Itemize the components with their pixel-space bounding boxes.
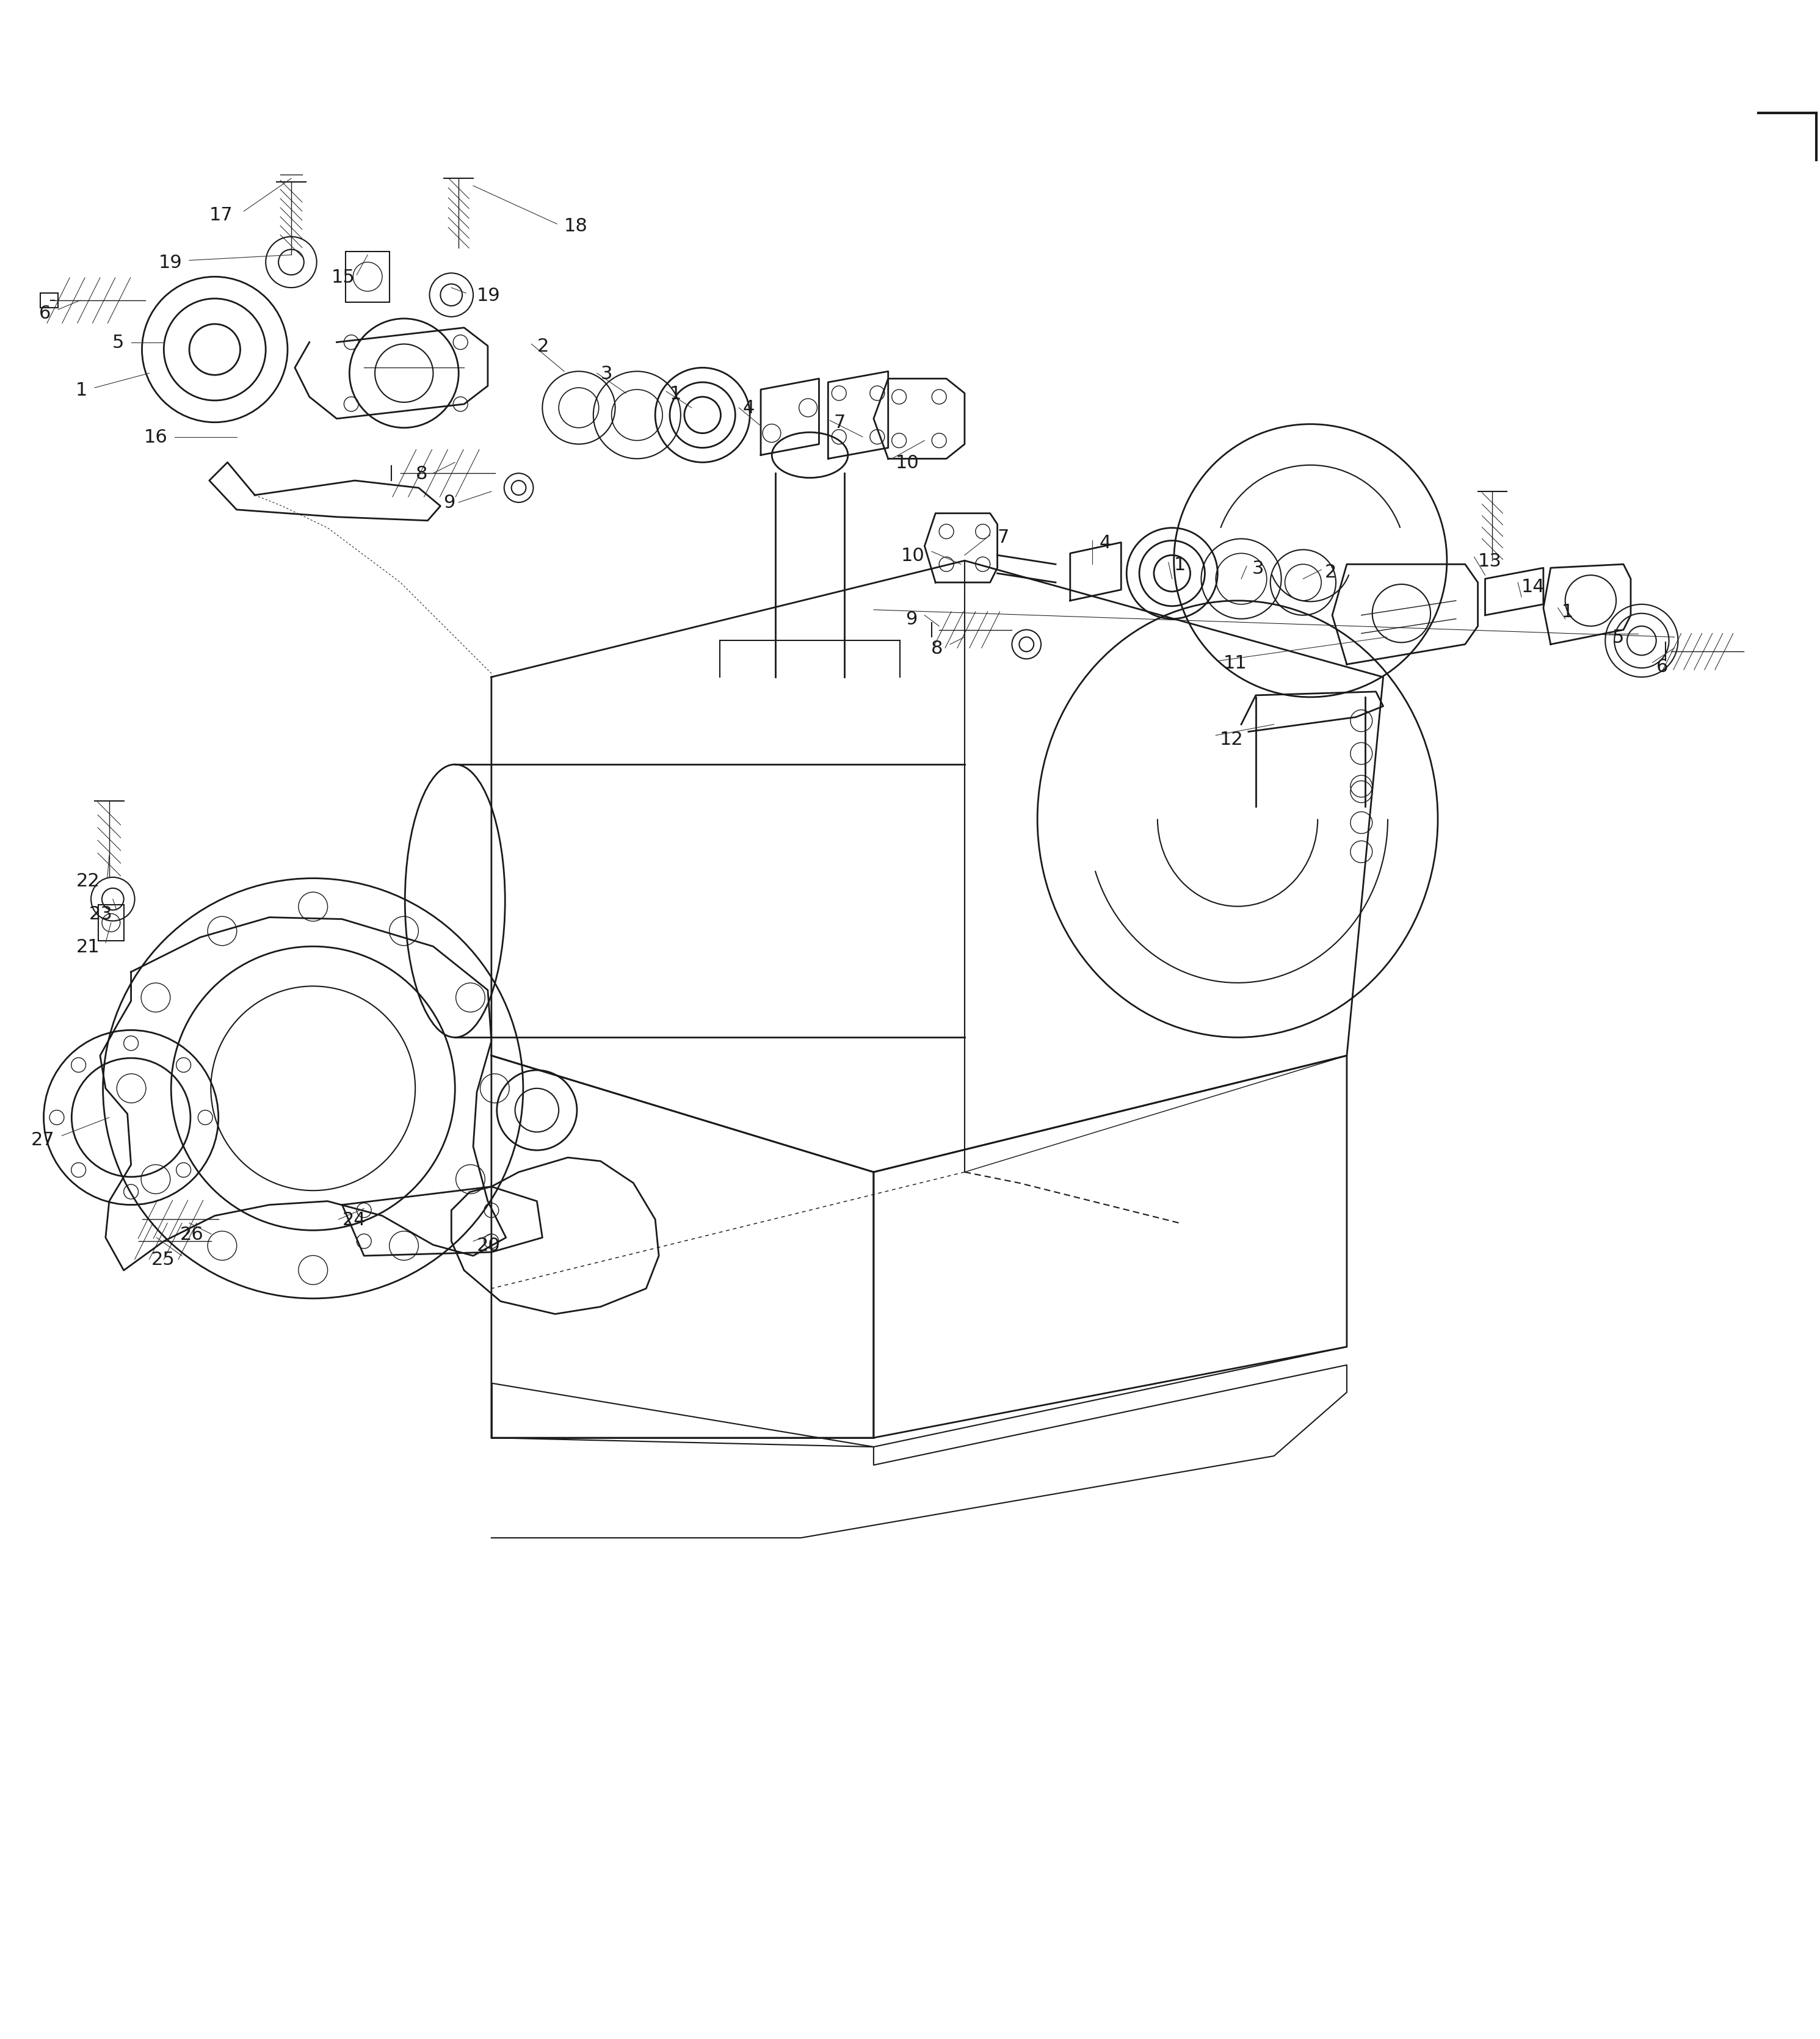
- Text: 24: 24: [342, 1211, 366, 1227]
- Text: 10: 10: [901, 546, 925, 565]
- Text: 19: 19: [477, 287, 501, 304]
- Text: 6: 6: [40, 304, 51, 322]
- Text: 20: 20: [477, 1236, 501, 1254]
- Text: 5: 5: [1613, 628, 1623, 646]
- Text: 27: 27: [31, 1132, 55, 1148]
- Text: 15: 15: [331, 269, 355, 285]
- Text: 1: 1: [670, 385, 681, 402]
- Text: 8: 8: [415, 465, 428, 483]
- Text: 17: 17: [209, 206, 233, 224]
- Text: 7: 7: [834, 414, 844, 432]
- Text: 2: 2: [1325, 563, 1336, 581]
- Text: 4: 4: [743, 400, 753, 418]
- Text: 12: 12: [1219, 730, 1243, 748]
- Text: 3: 3: [1252, 559, 1265, 577]
- Text: 19: 19: [158, 253, 182, 271]
- Text: 25: 25: [151, 1250, 175, 1268]
- Text: 1: 1: [1562, 604, 1572, 620]
- Text: 8: 8: [930, 640, 943, 657]
- Text: 23: 23: [89, 905, 113, 924]
- Text: 22: 22: [76, 873, 100, 891]
- Text: 14: 14: [1522, 577, 1545, 595]
- Text: 5: 5: [113, 334, 124, 351]
- Text: 9: 9: [444, 493, 455, 512]
- Text: 26: 26: [180, 1225, 204, 1244]
- Text: 21: 21: [76, 938, 100, 956]
- Text: 3: 3: [601, 365, 613, 383]
- Bar: [40, 294, 58, 308]
- Text: 16: 16: [144, 428, 167, 447]
- Text: 6: 6: [1656, 659, 1667, 675]
- Text: 1: 1: [76, 381, 87, 400]
- Text: 4: 4: [1099, 534, 1110, 553]
- Text: 2: 2: [537, 338, 548, 355]
- Text: 7: 7: [997, 528, 1008, 546]
- Text: 13: 13: [1478, 553, 1502, 569]
- Text: 9: 9: [906, 610, 917, 628]
- Text: 11: 11: [1223, 655, 1247, 671]
- Bar: [98, 905, 124, 942]
- Bar: [346, 251, 389, 302]
- Text: 10: 10: [895, 455, 919, 471]
- Text: 18: 18: [564, 218, 588, 234]
- Text: 1: 1: [1174, 557, 1185, 573]
